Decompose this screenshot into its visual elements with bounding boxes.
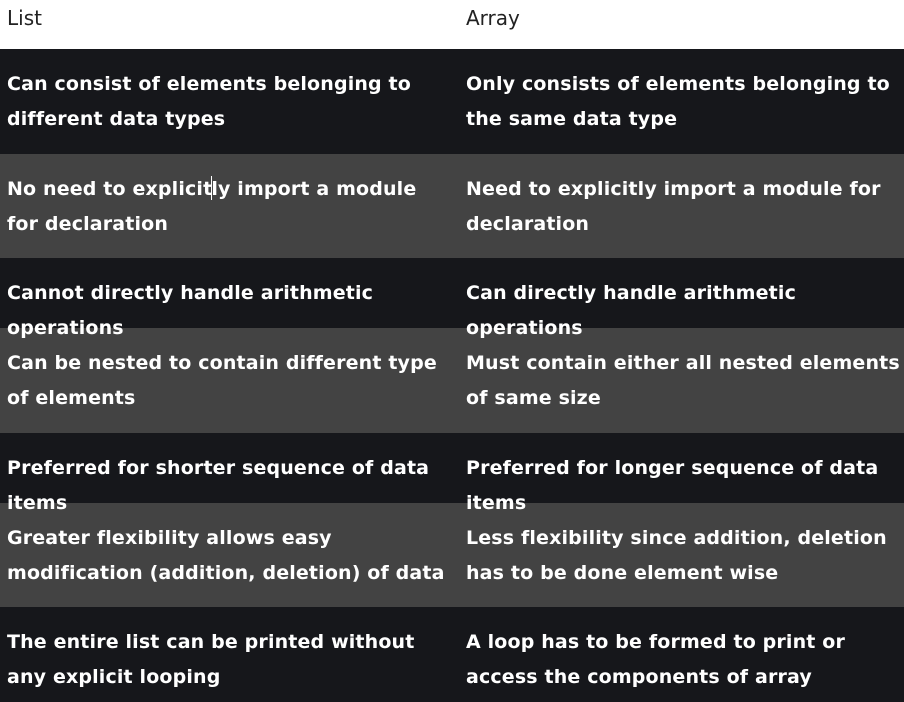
text-after-caret: ly import a module for declaration [7,178,417,235]
table-row: Cannot directly handle arithmetic operat… [0,258,904,339]
list-cell: The entire list can be printed without a… [7,631,415,688]
array-cell: Must contain either all nested elements … [466,352,900,409]
list-cell: Can be nested to contain different type … [7,352,437,409]
header-array: Array [466,6,520,30]
list-cell: Can consist of elements belonging to dif… [7,73,411,130]
table-row: Can be nested to contain different type … [0,328,904,433]
table-row: Can consist of elements belonging to dif… [0,49,904,154]
array-cell: Only consists of elements belonging to t… [466,73,890,130]
list-cell: Greater flexibility allows easy modifica… [7,527,445,584]
header-list: List [7,6,42,30]
array-cell: A loop has to be formed to print or acce… [466,631,845,688]
list-cell: Preferred for shorter sequence of data i… [7,457,430,514]
table-row: No need to explicitly import a module fo… [0,154,904,258]
text-cursor [211,176,213,200]
array-cell: Need to explicitly import a module for d… [466,178,881,235]
table-row: Greater flexibility allows easy modifica… [0,503,904,607]
table-header: List Array [0,0,904,49]
table-row: Preferred for shorter sequence of data i… [0,433,904,514]
array-cell: Can directly handle arithmetic operation… [466,282,796,339]
list-cell: Cannot directly handle arithmetic operat… [7,282,374,339]
array-cell: Preferred for longer sequence of data it… [466,457,879,514]
array-cell: Less flexibility since addition, deletio… [466,527,887,584]
table-row: The entire list can be printed without a… [0,607,904,702]
list-cell: No need to explicitly import a module fo… [0,154,459,258]
text-before-caret: No need to explicit [7,178,213,200]
